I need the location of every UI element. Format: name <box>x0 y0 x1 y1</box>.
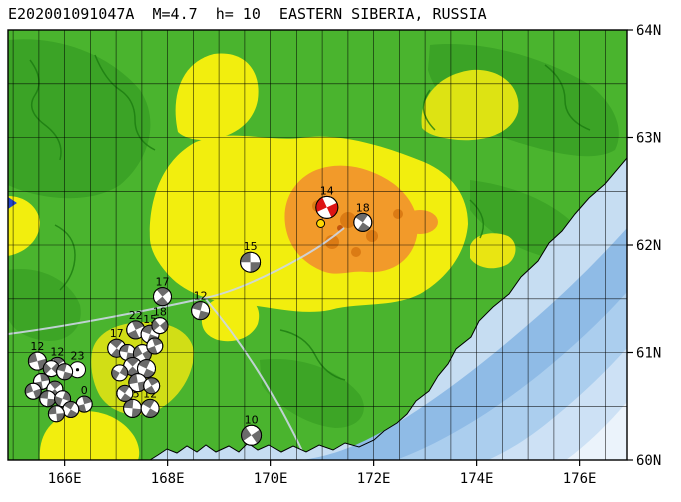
coastline <box>149 157 627 460</box>
main-event-beachball: 14 <box>315 184 339 219</box>
focal-mechanism-beachball <box>116 384 134 402</box>
lat-tick-label: 63N <box>636 131 661 147</box>
latitude-labels: 64N 63N 62N 61N 60N <box>627 23 661 469</box>
event-depth-label: 0 <box>81 384 88 397</box>
terrain-highland <box>421 69 519 141</box>
terrain-peak <box>402 210 438 234</box>
river-line <box>422 89 436 131</box>
event-depth-label: 12 <box>30 340 44 353</box>
river-line <box>279 329 346 381</box>
focal-mechanism-beachball: 15 <box>240 240 262 273</box>
focal-mechanism-beachball: 18 <box>353 201 373 232</box>
map-area <box>8 30 627 460</box>
terrain-highland <box>175 53 259 141</box>
lon-tick-label: 166E <box>48 471 82 487</box>
sea-band <box>488 348 627 460</box>
terrain-peak-detail <box>325 235 339 249</box>
focal-mechanism-beachball: 12 <box>191 290 211 321</box>
event-depth-label: 18 <box>153 306 167 319</box>
boundary-line <box>8 227 345 335</box>
focal-mechanism-beachball <box>47 405 65 423</box>
focal-mechanism-beachball <box>143 377 161 395</box>
lon-tick-label: 174E <box>460 471 494 487</box>
event-depth-label: 23 <box>71 350 85 363</box>
focal-mechanism-beachball <box>24 382 42 400</box>
focal-mechanism-beachball: 18 <box>151 306 169 335</box>
boundary-line <box>204 297 307 460</box>
terrain-peak-detail <box>351 247 361 257</box>
lon-tick-label: 168E <box>151 471 185 487</box>
event-depth-label: 14 <box>320 184 334 197</box>
focal-mechanism-beachball <box>62 401 80 418</box>
epicenter-marker <box>316 219 326 228</box>
terrain-shading <box>260 359 364 428</box>
blue-edge-marker <box>8 197 17 209</box>
terrain-shading <box>8 39 151 199</box>
terrain-highland <box>470 233 516 269</box>
sea-band <box>566 402 627 460</box>
river-line <box>544 64 591 131</box>
event-depth-label: 12 <box>50 345 64 358</box>
lat-tick-label: 64N <box>636 23 661 39</box>
focal-mechanism-beachball <box>111 364 129 382</box>
terrain-peak-detail <box>366 230 378 242</box>
figure-title: E202001091047A M=4.7 h= 10 EASTERN SIBER… <box>8 5 487 23</box>
focal-mechanisms: 1418151712221518171512121223010 <box>24 184 373 446</box>
focal-mechanism-beachball: 23 <box>69 350 86 379</box>
lon-tick-label: 170E <box>254 471 288 487</box>
event-depth-label: 22 <box>129 309 143 322</box>
focal-mechanism-beachball <box>146 337 164 355</box>
focal-mechanism-beachball: 10 <box>241 413 263 446</box>
event-depth-label: 10 <box>245 413 259 426</box>
focal-mechanism-beachball <box>137 359 156 379</box>
focal-mechanism-beachball: 17 <box>153 276 172 307</box>
terrain-highland <box>8 196 40 256</box>
grid-lines <box>8 30 627 460</box>
focal-mechanism-beachball <box>42 360 60 378</box>
focal-mechanism-beachball <box>56 363 74 381</box>
event-depth-label: 18 <box>356 201 370 214</box>
event-depth-label: 17 <box>156 276 170 289</box>
lon-tick-label: 176E <box>563 471 597 487</box>
terrain-shading <box>470 180 579 259</box>
focal-mechanism-beachball <box>119 344 136 361</box>
lat-tick-label: 60N <box>636 453 661 469</box>
event-depth-label: 15 <box>244 240 258 253</box>
event-depth-label: 12 <box>194 290 208 303</box>
lat-tick-label: 62N <box>636 238 661 254</box>
lat-tick-label: 61N <box>636 346 661 362</box>
river-line <box>469 199 485 239</box>
lon-tick-label: 172E <box>357 471 391 487</box>
terrain-peak-detail <box>393 209 403 219</box>
focal-mechanism-beachball <box>39 390 57 408</box>
event-depth-label: 17 <box>110 327 124 340</box>
longitude-labels: 166E 168E 170E 172E 174E 176E <box>48 460 597 487</box>
